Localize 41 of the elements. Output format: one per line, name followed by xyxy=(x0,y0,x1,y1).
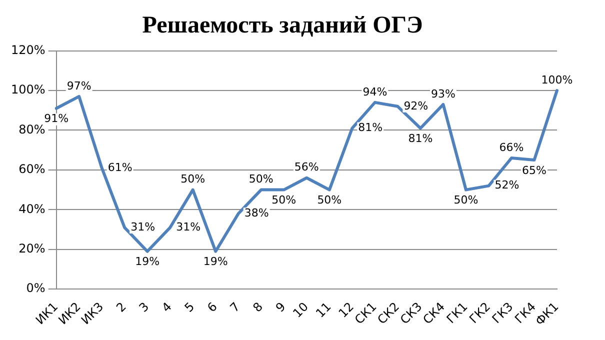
y-tick-label: 80% xyxy=(18,122,46,136)
x-tick-label: 6 xyxy=(204,300,220,315)
data-label: 31% xyxy=(176,220,201,234)
x-tick-label: 11 xyxy=(313,300,334,320)
data-label: 91% xyxy=(44,112,69,126)
chart-title: Решаемость заданий ОГЭ xyxy=(142,12,423,39)
data-label: 31% xyxy=(130,220,156,234)
data-label: 93% xyxy=(430,87,456,100)
x-tick-label: 8 xyxy=(250,300,266,315)
data-label: 52% xyxy=(494,178,520,192)
data-label: 97% xyxy=(66,79,92,92)
x-tick-label: 5 xyxy=(182,300,198,315)
data-label: 100% xyxy=(541,73,573,86)
x-tick-label: 3 xyxy=(136,300,152,315)
data-label: 50% xyxy=(272,194,296,207)
data-label: 19% xyxy=(135,255,160,268)
data-label: 19% xyxy=(203,255,228,268)
data-label: 50% xyxy=(248,172,274,186)
data-label: 50% xyxy=(317,194,342,207)
y-tick-label: 60% xyxy=(18,162,46,176)
data-label: 56% xyxy=(294,160,319,174)
data-label: 81% xyxy=(408,132,433,146)
data-label: 66% xyxy=(499,140,524,154)
data-label: 81% xyxy=(358,121,383,134)
x-tick-label: 7 xyxy=(227,300,243,315)
y-tick-label: 120% xyxy=(10,42,46,57)
x-tick-label: 2 xyxy=(114,300,129,315)
y-tick-label: 20% xyxy=(18,242,46,256)
data-label: 50% xyxy=(454,194,478,207)
data-label: 61% xyxy=(108,160,132,174)
y-tick-label: 40% xyxy=(18,202,46,216)
data-label: 94% xyxy=(362,85,388,98)
x-tick-label: 10 xyxy=(290,300,311,320)
x-tick-label: 9 xyxy=(272,300,288,315)
x-tick-label: 4 xyxy=(159,300,174,315)
data-label: 38% xyxy=(244,206,269,220)
y-tick-label: 0% xyxy=(26,281,46,296)
data-label: 92% xyxy=(404,99,428,112)
data-label: 50% xyxy=(180,172,206,186)
y-tick-label: 100% xyxy=(10,82,46,97)
data-label: 65% xyxy=(522,164,546,177)
